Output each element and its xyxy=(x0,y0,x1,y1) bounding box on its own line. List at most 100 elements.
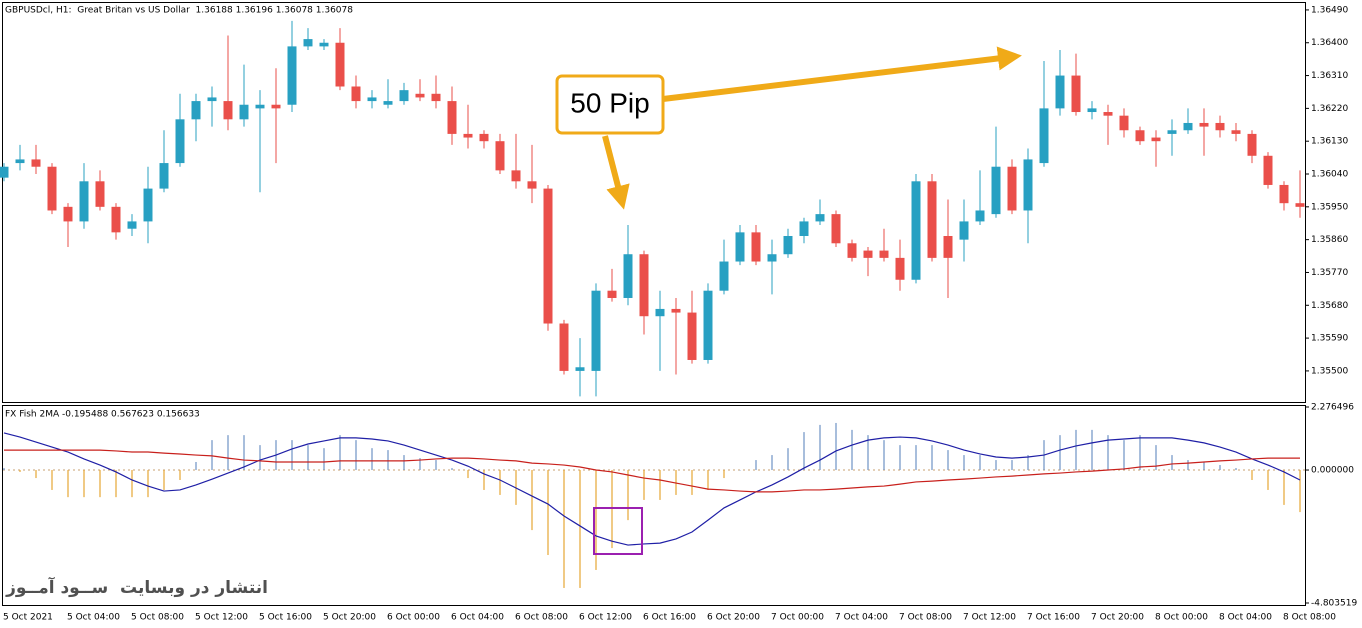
x-tick-label: 5 Oct 04:00 xyxy=(67,613,120,623)
histogram-bar xyxy=(819,424,821,471)
histogram-bar xyxy=(1155,445,1157,471)
candle-body xyxy=(575,367,585,371)
candle-body xyxy=(511,170,521,182)
candle-body xyxy=(1103,112,1113,116)
histogram-bar xyxy=(1091,429,1093,471)
annotation: 50 Pip xyxy=(570,87,649,118)
candle-body xyxy=(879,250,889,258)
histogram-bar xyxy=(1027,455,1029,471)
histogram-bar xyxy=(1059,435,1061,471)
histogram-bar xyxy=(1251,470,1253,480)
candle-body xyxy=(207,97,217,102)
histogram-bar xyxy=(51,470,53,490)
histogram-bar xyxy=(627,470,629,521)
histogram-bar xyxy=(243,435,245,471)
histogram-bar xyxy=(547,470,549,556)
indicator-line xyxy=(4,449,1300,493)
indicator-pane xyxy=(2,405,1306,606)
x-tick-label: 6 Oct 00:00 xyxy=(387,613,440,623)
candle-body xyxy=(1087,108,1097,113)
candle-body xyxy=(671,308,681,313)
candle-body xyxy=(415,93,425,98)
y-tick-label: 1.36310 xyxy=(1311,71,1348,81)
candle-body xyxy=(239,104,249,120)
x-tick-label: 5 Oct 20:00 xyxy=(323,613,376,623)
candle-body xyxy=(591,290,601,371)
candle-body xyxy=(1295,203,1305,207)
candle-body xyxy=(543,188,553,324)
histogram-bar xyxy=(611,470,613,549)
candle-body xyxy=(63,206,73,222)
candle-body xyxy=(943,235,953,258)
histogram-bar xyxy=(419,458,421,471)
histogram-bar xyxy=(179,470,181,480)
histogram-bar xyxy=(531,470,533,531)
x-tick-label: 8 Oct 04:00 xyxy=(1219,613,1272,623)
histogram-bar xyxy=(643,470,645,500)
histogram-bar xyxy=(259,445,261,471)
candle-body xyxy=(111,206,121,233)
candle-body xyxy=(335,42,345,87)
histogram-bar xyxy=(659,470,661,500)
histogram-bar xyxy=(1219,465,1221,471)
candle-body xyxy=(799,221,809,236)
candle-body xyxy=(991,166,1001,215)
y-tick-label: 1.36040 xyxy=(1311,170,1348,180)
histogram-bar xyxy=(899,445,901,471)
candle-body xyxy=(815,214,825,222)
histogram-bar xyxy=(403,455,405,471)
histogram-bar xyxy=(595,470,597,570)
candle-body xyxy=(751,232,761,262)
x-tick-label: 6 Oct 20:00 xyxy=(707,613,760,623)
histogram-bar xyxy=(739,470,741,471)
histogram-bar xyxy=(1011,460,1013,471)
histogram-bar xyxy=(851,429,853,471)
candle-body xyxy=(191,101,201,120)
histogram-bar xyxy=(803,432,805,471)
candle-body xyxy=(607,290,617,298)
histogram-bar xyxy=(1235,468,1237,471)
histogram-bar xyxy=(227,435,229,471)
histogram-bar xyxy=(99,470,101,498)
candle-body xyxy=(399,90,409,102)
price-pane xyxy=(2,2,1306,403)
histogram-bar xyxy=(435,460,437,471)
histogram-bar xyxy=(691,470,693,495)
histogram-bar xyxy=(883,440,885,471)
annotation-box xyxy=(555,74,665,135)
x-tick-label: 7 Oct 12:00 xyxy=(963,613,1016,623)
candle-body xyxy=(1151,137,1161,142)
histogram-bar xyxy=(467,470,469,479)
candle-body xyxy=(271,104,281,109)
histogram-bar xyxy=(1203,461,1205,471)
candle-body xyxy=(143,188,153,222)
x-tick-label: 6 Oct 08:00 xyxy=(515,613,568,623)
histogram-bar xyxy=(195,461,197,471)
candle-body xyxy=(95,181,105,207)
candle-body xyxy=(767,254,777,262)
histogram-bar xyxy=(115,470,117,498)
histogram-bar xyxy=(755,460,757,471)
watermark: انتشار در وبسایت ســود آمــوز xyxy=(6,578,268,598)
candle-body xyxy=(783,235,793,255)
histogram-bar xyxy=(963,455,965,471)
histogram-bar xyxy=(499,470,501,495)
histogram-bar xyxy=(131,470,133,498)
y-tick-label: 1.35680 xyxy=(1311,301,1348,311)
histogram-bar xyxy=(1171,455,1173,471)
x-tick-label: 6 Oct 04:00 xyxy=(451,613,504,623)
y-tick-label: 1.35950 xyxy=(1311,202,1348,212)
y-tick-label: 1.36400 xyxy=(1311,38,1348,48)
indicator-title: FX Fish 2MA -0.195488 0.567623 0.156633 xyxy=(5,410,200,420)
histogram-bar xyxy=(995,460,997,471)
histogram-bar xyxy=(451,468,453,471)
y-tick-label: 1.35500 xyxy=(1311,366,1348,376)
candle-body xyxy=(1279,184,1289,204)
histogram-bar xyxy=(323,448,325,471)
histogram-bar xyxy=(211,440,213,471)
histogram-bar xyxy=(83,470,85,498)
candle-body xyxy=(1247,133,1257,156)
candle-body xyxy=(463,133,473,138)
candle-body xyxy=(719,261,729,291)
